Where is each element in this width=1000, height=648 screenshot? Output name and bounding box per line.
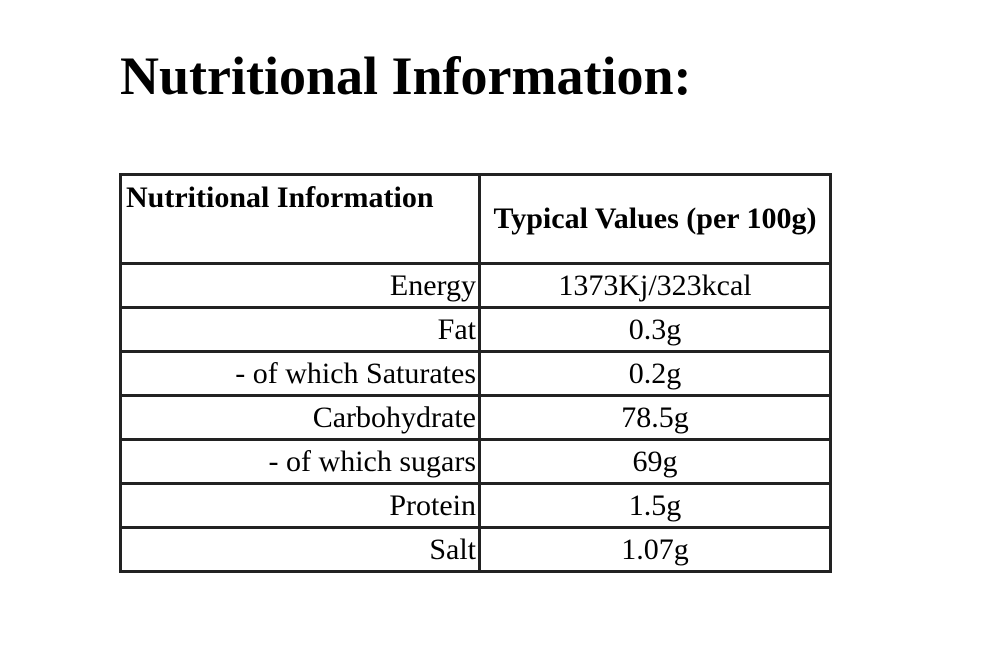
nutrient-name: Fat (119, 306, 481, 353)
title: Nutritional Information: (120, 46, 692, 106)
table-row: Fat 0.3g (119, 306, 832, 353)
nutrient-name: Energy (119, 262, 481, 309)
table-body: Energy 1373Kj/323kcal Fat 0.3g - of which Sa… (119, 262, 832, 573)
column-header: Typical Values (per 100g) (478, 173, 832, 265)
nutrient-value: 1373Kj/323kcal (478, 262, 832, 309)
nutrient-name: Carbohydrate (119, 394, 481, 441)
table-row: - of which sugars 69g (119, 438, 832, 485)
nutrient-value: 69g (478, 438, 832, 485)
column-header: Nutritional Information (119, 173, 481, 265)
header-row: Nutritional Information Typical Values (… (119, 173, 832, 265)
nutrient-name: Protein (119, 482, 481, 529)
nutrient-name: - of which sugars (119, 438, 481, 485)
nutrient-name: Salt (119, 526, 481, 573)
nutrient-value: 1.07g (478, 526, 832, 573)
nutrient-value: 0.2g (478, 350, 832, 397)
table-row: Carbohydrate 78.5g (119, 394, 832, 441)
nutrient-value: 1.5g (478, 482, 832, 529)
table-row: - of which Saturates 0.2g (119, 350, 832, 397)
nutrition-table: Nutritional Information Typical Values (… (119, 173, 832, 573)
nutrient-value: 0.3g (478, 306, 832, 353)
nutrient-value: 78.5g (478, 394, 832, 441)
table-row: Salt 1.07g (119, 526, 832, 573)
table-row: Energy 1373Kj/323kcal (119, 262, 832, 309)
table-row: Protein 1.5g (119, 482, 832, 529)
nutrient-name: - of which Saturates (119, 350, 481, 397)
